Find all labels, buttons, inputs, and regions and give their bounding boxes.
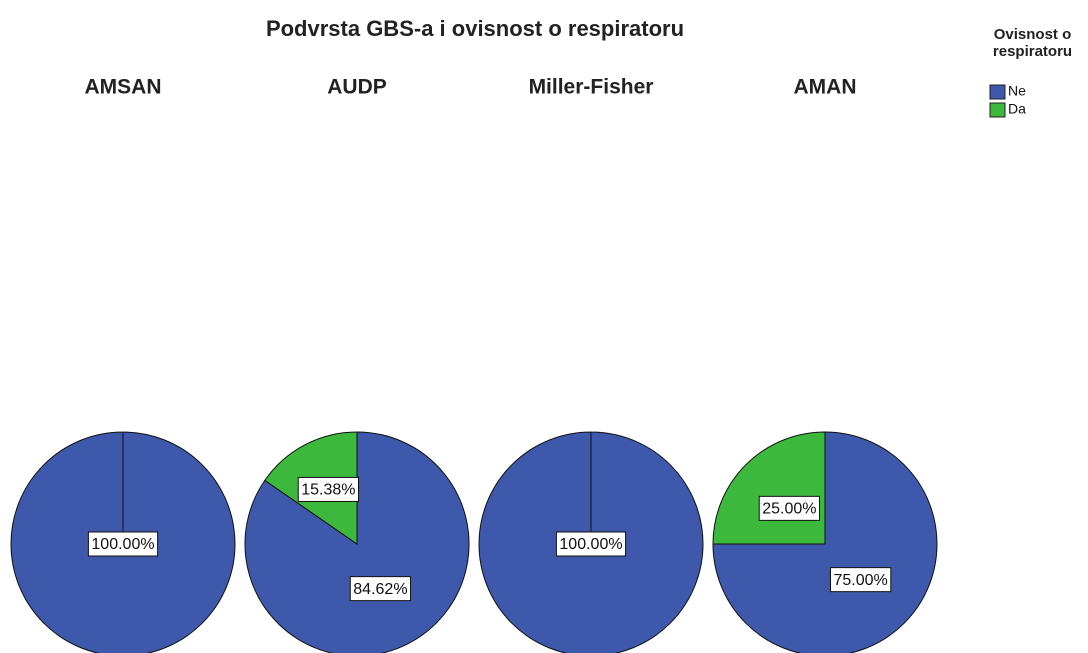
legend-swatch [989, 102, 1006, 118]
data-label: 100.00% [555, 531, 627, 557]
label-box [87, 531, 159, 557]
chart-title: Podvrsta GBS-a i ovisnost o respiratoru [266, 16, 684, 41]
data-label-text: 100.00% [91, 536, 154, 553]
data-label: 84.62% [349, 576, 412, 602]
pie-slice [712, 431, 826, 545]
label-box [349, 576, 412, 602]
label-box [758, 495, 820, 521]
panel-title: AUDP [327, 76, 387, 99]
label-box [555, 531, 627, 557]
panel-title: AMAN [794, 76, 857, 99]
legend-title: Ovisnost o respiratoru [992, 26, 1073, 60]
data-label-text: 15.38% [301, 482, 355, 499]
data-label-text: 100.00% [559, 536, 622, 553]
data-label-text: 25.00% [762, 501, 816, 518]
label-box [830, 567, 892, 593]
legend-swatch [989, 84, 1006, 100]
panel-title: Miller-Fisher [529, 76, 654, 99]
data-label: 75.00% [830, 567, 892, 593]
legend-label: Da [1008, 101, 1026, 117]
data-label-text: 75.00% [834, 572, 888, 589]
legend-label: Ne [1008, 83, 1026, 99]
panel-title: AMSAN [85, 76, 162, 99]
label-box [297, 476, 360, 502]
data-label: 100.00% [87, 531, 159, 557]
data-label: 25.00% [758, 495, 820, 521]
data-label-text: 84.62% [353, 581, 407, 598]
data-label: 15.38% [297, 476, 360, 502]
